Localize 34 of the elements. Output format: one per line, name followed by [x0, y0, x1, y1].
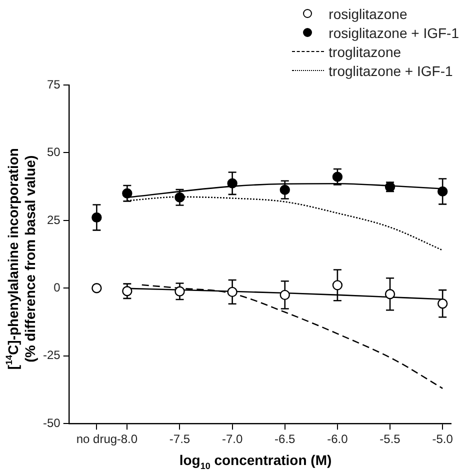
point	[122, 188, 132, 198]
x-axis-title: log$_{10}$ concentration (M)	[178, 452, 333, 471]
point	[384, 289, 396, 300]
point	[227, 286, 238, 298]
point	[332, 172, 343, 182]
x-tick-label: -5.5	[380, 432, 401, 446]
legend-label: rosiglitazone + IGF-1	[328, 24, 459, 40]
y-tick-label: 75	[46, 77, 61, 92]
point	[280, 184, 290, 195]
point	[122, 286, 132, 296]
point	[280, 290, 290, 300]
legend-label: rosiglitazone	[328, 6, 408, 22]
y-tick-label: 50	[46, 145, 61, 160]
x-tick-label: -6.5	[274, 432, 296, 446]
legend-label: troglitazone + IGF-1	[328, 62, 453, 78]
x-tick-label: no drug	[76, 432, 118, 446]
point	[174, 286, 185, 297]
x-tick-label: -6.0	[327, 432, 348, 446]
point	[92, 212, 102, 223]
x-tick-label: -7.5	[169, 432, 190, 446]
point	[332, 280, 343, 290]
y-tick-label: -25	[43, 348, 61, 362]
y-tick-label: 25	[46, 212, 61, 227]
point	[174, 192, 185, 203]
point	[437, 186, 448, 197]
y-tick-label: 0	[54, 280, 61, 294]
x-tick-label: -5.0	[432, 432, 454, 446]
point	[227, 178, 238, 188]
x-tick-label: -8.0	[116, 432, 138, 446]
point	[437, 298, 448, 309]
point	[92, 283, 102, 294]
legend-label: troglitazone	[328, 44, 402, 60]
y-tick-label: -50	[43, 416, 61, 430]
x-tick-label: -7.0	[222, 432, 243, 446]
